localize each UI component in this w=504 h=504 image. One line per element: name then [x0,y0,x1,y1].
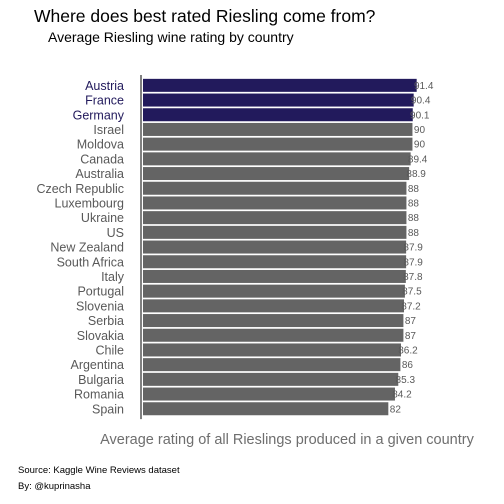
value-label-israel: 90 [414,125,426,136]
x-axis-title: Average rating of all Rieslings produced… [100,432,474,448]
bar-us [143,225,407,239]
bar-new-zealand [143,240,407,254]
value-label-france: 90.4 [411,96,431,107]
value-label-south-africa: 87.9 [403,257,423,268]
bar-austria [143,78,417,92]
category-label-czech-republic: Czech Republic [36,182,124,196]
category-label-spain: Spain [92,402,124,416]
bar-germany [143,108,413,122]
category-label-bulgaria: Bulgaria [78,373,124,387]
category-labels-group: AustriaFranceGermanyIsraelMoldovaCanadaA… [36,79,124,416]
bar-portugal [143,284,405,298]
category-label-slovenia: Slovenia [76,299,124,313]
category-label-austria: Austria [85,79,124,93]
bar-spain [143,402,389,416]
bar-slovakia [143,328,404,342]
bar-israel [143,122,413,136]
chart-subtitle: Average Riesling wine rating by country [48,29,294,45]
category-label-france: France [85,94,124,108]
value-label-germany: 90.1 [410,110,430,121]
bars-group [143,78,417,416]
value-label-portugal: 87.5 [402,287,422,298]
value-label-romania: 84.2 [392,390,412,401]
value-label-ukraine: 88 [408,213,420,224]
value-label-czech-republic: 88 [408,184,420,195]
bar-romania [143,387,395,401]
bar-slovenia [143,299,405,313]
bar-czech-republic [143,181,407,195]
bar-bulgaria [143,372,399,386]
bar-ukraine [143,211,407,225]
bar-chile [143,343,401,357]
value-label-luxembourg: 88 [408,198,420,209]
category-label-chile: Chile [96,343,125,357]
category-label-germany: Germany [73,108,125,122]
value-label-slovakia: 87 [405,331,417,342]
byline: By: @kuprinasha [18,481,91,492]
bar-south-africa [143,255,407,269]
category-label-portugal: Portugal [77,285,124,299]
value-label-us: 88 [408,228,420,239]
category-label-italy: Italy [101,270,125,284]
value-label-bulgaria: 85.3 [396,375,416,386]
category-label-luxembourg: Luxembourg [55,196,125,210]
value-label-argentina: 86 [402,360,414,371]
value-label-slovenia: 87.2 [401,301,421,312]
value-label-serbia: 87 [405,316,417,327]
value-label-italy: 87.8 [403,272,423,283]
value-label-moldova: 90 [414,140,426,151]
bar-france [143,93,414,107]
category-label-slovakia: Slovakia [77,329,124,343]
category-label-argentina: Argentina [70,358,124,372]
category-label-australia: Australia [75,167,124,181]
category-label-us: US [107,226,124,240]
value-labels-group: 91.4 90.4 90.1 90 90 89.4 88.9 88 88 88 88 87.9 87.9… [390,81,434,415]
category-label-serbia: Serbia [88,314,124,328]
bar-italy [143,269,406,283]
value-label-australia: 88.9 [406,169,426,180]
category-label-new-zealand: New Zealand [50,241,124,255]
category-label-canada: Canada [80,152,124,166]
bar-serbia [143,314,404,328]
bar-moldova [143,137,413,151]
chart-title: Where does best rated Riesling come from… [34,6,376,26]
value-label-spain: 82 [390,404,402,415]
bar-australia [143,167,410,181]
bar-canada [143,152,411,166]
source-note: Source: Kaggle Wine Reviews dataset [18,465,180,476]
category-label-israel: Israel [93,123,124,137]
value-label-new-zealand: 87.9 [403,243,423,254]
category-label-romania: Romania [74,388,124,402]
category-label-moldova: Moldova [77,138,124,152]
value-label-canada: 89.4 [408,154,428,165]
bar-luxembourg [143,196,407,210]
category-label-ukraine: Ukraine [81,211,124,225]
value-label-chile: 86.2 [398,345,418,356]
category-label-south-africa: South Africa [57,255,124,269]
value-label-austria: 91.4 [414,81,434,92]
bar-argentina [143,358,401,372]
